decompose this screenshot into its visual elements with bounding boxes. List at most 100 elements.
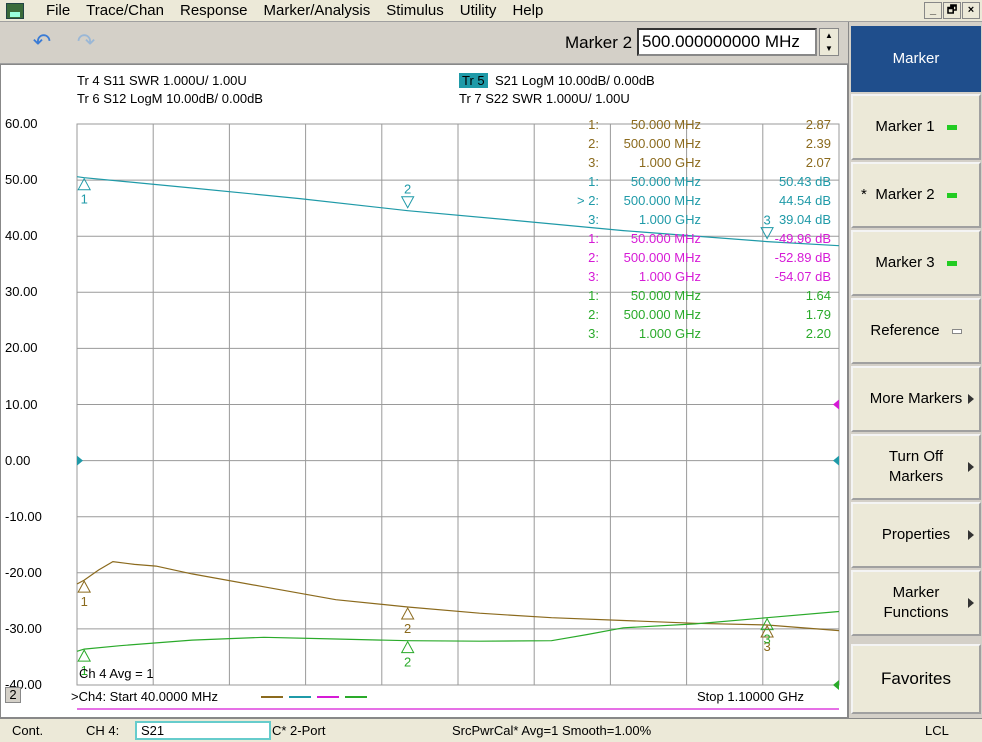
reference-arrows (77, 399, 839, 690)
marker-functions-label-2: Functions (883, 604, 949, 621)
local-remote-status: LCL (925, 723, 949, 738)
app-icon (6, 2, 24, 19)
measurement-status[interactable]: S21 (135, 721, 271, 740)
stop-frequency-label[interactable]: Stop 1.10000 GHz (697, 689, 804, 704)
marker-readout-frequency: 50.000 MHz (630, 231, 701, 246)
marker-readout-frequency: 50.000 MHz (630, 174, 701, 189)
plot-area[interactable]: 1 2 3 1 2 3 1 2 3 Tr 4 S11 SWR 1.000U/ 1.00U Tr … (0, 64, 848, 718)
minimize-button[interactable]: _ (924, 2, 942, 19)
marker-readout-number: 3: (588, 269, 599, 284)
marker-1-button[interactable]: Marker 1 (851, 94, 981, 160)
marker-readout-value: 39.04 dB (778, 212, 831, 227)
cal-type-status[interactable]: C* 2-Port (272, 723, 326, 738)
properties-label: Properties (881, 526, 951, 543)
marker-readout-frequency: 500.000 MHz (623, 250, 701, 265)
marker-triangle-tr4-2 (400, 606, 415, 620)
marker-label-tr7-1: 1 (81, 663, 88, 678)
marker-entry-label: Marker 2 (565, 33, 633, 52)
turn-off-label-1: Turn Off (888, 448, 944, 465)
marker-readout-number: > 2: (577, 193, 600, 208)
marker-readout-frequency: 1.000 GHz (638, 326, 701, 341)
reference-arrow-left (77, 455, 83, 466)
trace-title-tr7[interactable]: Tr 7 S22 SWR 1.000U/ 1.00U (459, 91, 630, 106)
marker-readout-value: 2.07 (805, 155, 831, 170)
submenu-arrow-icon (968, 598, 974, 608)
trace-title-tr6[interactable]: Tr 6 S12 LogM 10.00dB/ 0.00dB (77, 91, 263, 106)
more-markers-label: More Markers (869, 390, 963, 407)
marker-readout-frequency: 50.000 MHz (630, 117, 701, 132)
trace-color-legend (261, 696, 367, 698)
marker-3-button[interactable]: Marker 3 (851, 230, 981, 296)
menu-stimulus[interactable]: Stimulus (386, 1, 444, 19)
marker-readout-frequency: 500.000 MHz (623, 136, 701, 151)
menu-marker-analysis[interactable]: Marker/Analysis (263, 1, 371, 19)
trace-title-tr4[interactable]: Tr 4 S11 SWR 1.000U/ 1.00U (77, 73, 247, 88)
marker-2-label: Marker 2 (875, 186, 935, 203)
undo-icon[interactable]: ↶ (32, 29, 52, 54)
reference-indicator (951, 328, 962, 334)
marker-readout-frequency: 1.000 GHz (638, 212, 701, 227)
channel-number-box[interactable]: 2 (5, 687, 21, 703)
trace-lines (76, 176, 840, 710)
marker-3-indicator (946, 260, 957, 266)
marker-triangle-tr5-2 (400, 196, 415, 209)
y-tick-label: 20.00 (5, 340, 38, 356)
start-frequency-label[interactable]: >Ch4: Start 40.0000 MHz (71, 689, 219, 704)
marker-triangle-tr7-1 (77, 649, 92, 662)
trace-badge-tr5[interactable]: Tr 5 (459, 73, 488, 88)
marker-readout-value: -49.96 dB (774, 231, 831, 246)
marker-2-button[interactable]: * Marker 2 (851, 162, 981, 228)
marker-readout-number: 1: (588, 174, 599, 189)
favorites-label: Favorites (881, 669, 951, 688)
y-tick-label: 0.00 (5, 452, 31, 468)
menu-response[interactable]: Response (179, 1, 248, 19)
marker-label-tr4-3: 3 (763, 639, 770, 654)
sweep-mode-status[interactable]: Cont. (12, 723, 44, 738)
close-button[interactable]: × (962, 2, 980, 19)
marker-readout-value: 50.43 dB (778, 174, 831, 189)
marker-triangle-tr4-1 (77, 580, 92, 593)
menu-bar: File Trace/Chan Response Marker/Analysis… (0, 0, 982, 22)
y-tick-label: -30.00 (5, 620, 42, 636)
trace-title-tr5[interactable]: S21 LogM 10.00dB/ 0.00dB (495, 73, 655, 88)
marker-readout-number: 2: (588, 250, 599, 265)
menu-file[interactable]: File (46, 1, 71, 19)
marker-frequency-input[interactable]: 500.000000000 MHz (637, 28, 817, 56)
marker-label-tr4-2: 2 (404, 621, 411, 636)
marker-frequency-spinner[interactable]: ▲ ▼ (819, 28, 839, 56)
marker-readout-frequency: 500.000 MHz (623, 307, 701, 322)
status-bar: Cont. CH 4: S21 C* 2-Port SrcPwrCal* Avg… (0, 718, 982, 742)
reference-arrow-right-tr6 (833, 399, 839, 410)
properties-button[interactable]: Properties (851, 502, 981, 568)
marker-readout-value: 1.79 (805, 307, 831, 322)
marker-readout-number: 3: (588, 212, 599, 227)
turn-off-markers-button[interactable]: Turn Off Markers (851, 434, 981, 500)
reference-arrow-right-tr5 (833, 455, 839, 466)
y-tick-label: -20.00 (5, 564, 42, 580)
cal-averaging-status: SrcPwrCal* Avg=1 Smooth=1.00% (452, 723, 652, 738)
marker-readout-value: 2.39 (805, 136, 831, 151)
submenu-arrow-icon (968, 394, 974, 404)
menu-help[interactable]: Help (512, 1, 544, 19)
marker-triangle-tr7-3 (760, 617, 774, 631)
marker-triangle-tr4-3 (760, 624, 774, 638)
marker-2-indicator (946, 192, 957, 198)
marker-functions-button[interactable]: Marker Functions (851, 570, 981, 636)
restore-button[interactable]: 🗗 (943, 2, 961, 19)
redo-icon[interactable]: ↷ (76, 29, 96, 54)
trace-plot[interactable]: 1 2 3 1 2 3 1 2 3 (1, 65, 847, 717)
marker-readout-frequency: 50.000 MHz (630, 288, 701, 303)
marker-readout-value: 44.54 dB (778, 193, 831, 208)
submenu-arrow-icon (968, 530, 974, 540)
trace-line-tr4 (76, 560, 840, 632)
more-markers-button[interactable]: More Markers (851, 366, 981, 432)
marker-1-indicator (946, 124, 957, 130)
favorites-button[interactable]: Favorites (851, 644, 981, 714)
softkey-title-marker: Marker (851, 26, 981, 92)
channel-status: CH 4: (86, 723, 120, 738)
reference-button[interactable]: Reference (851, 298, 981, 364)
menu-utility[interactable]: Utility (459, 1, 497, 19)
marker-label-tr5-2: 2 (404, 182, 411, 197)
menu-trace-chan[interactable]: Trace/Chan (86, 1, 164, 19)
marker-label-tr7-2: 2 (404, 655, 411, 670)
